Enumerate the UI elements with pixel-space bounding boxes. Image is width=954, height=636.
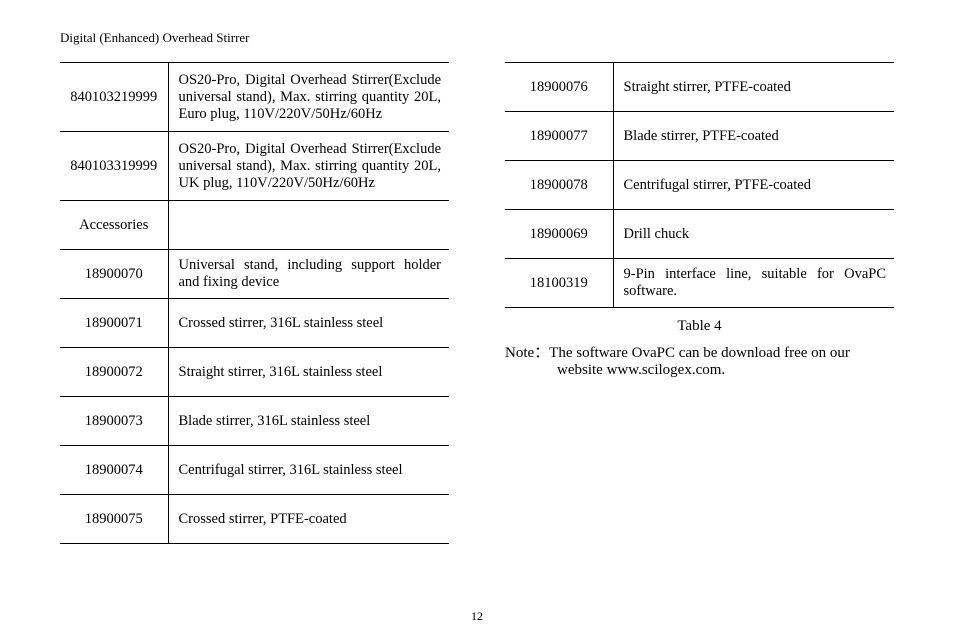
- note-line-2: website www.scilogex.com.: [505, 362, 894, 379]
- product-description: Centrifugal stirrer, 316L stainless stee…: [179, 446, 442, 494]
- table-row: 18900070Universal stand, including suppo…: [60, 250, 449, 299]
- product-code: 840103319999: [60, 132, 168, 200]
- left-column: 840103219999OS20-Pro, Digital Overhead S…: [60, 62, 449, 544]
- table-row: Accessories: [60, 201, 449, 250]
- product-code: 18900071: [60, 299, 168, 347]
- product-description: Blade stirrer, PTFE-coated: [624, 112, 887, 160]
- table-row: 840103319999OS20-Pro, Digital Overhead S…: [60, 132, 449, 201]
- right-column: 18900076Straight stirrer, PTFE-coated189…: [505, 62, 894, 544]
- table-row: 18900076Straight stirrer, PTFE-coated: [505, 63, 894, 112]
- table-row: 18900071Crossed stirrer, 316L stainless …: [60, 299, 449, 348]
- product-description: Blade stirrer, 316L stainless steel: [179, 397, 442, 445]
- product-description: Crossed stirrer, 316L stainless steel: [179, 299, 442, 347]
- table-row: 18900069Drill chuck: [505, 210, 894, 259]
- footnote: Note：The software OvaPC can be download …: [505, 341, 894, 379]
- product-description: Straight stirrer, 316L stainless steel: [179, 348, 442, 396]
- product-description: Crossed stirrer, PTFE-coated: [179, 495, 442, 543]
- product-description: Centrifugal stirrer, PTFE-coated: [624, 161, 887, 209]
- note-line-1: Note：The software OvaPC can be download …: [505, 345, 850, 361]
- content-columns: 840103219999OS20-Pro, Digital Overhead S…: [60, 62, 894, 544]
- product-code: 18900069: [505, 210, 613, 258]
- product-description: OS20-Pro, Digital Overhead Stirrer(Exclu…: [179, 63, 442, 131]
- table-row: 18900074Centrifugal stirrer, 316L stainl…: [60, 446, 449, 495]
- product-description: Straight stirrer, PTFE-coated: [624, 63, 887, 111]
- table-caption: Table 4: [505, 318, 894, 335]
- table-row: 18900075Crossed stirrer, PTFE-coated: [60, 495, 449, 544]
- product-code: 18900074: [60, 446, 168, 494]
- table-row: 18900077Blade stirrer, PTFE-coated: [505, 112, 894, 161]
- product-code: 18900073: [60, 397, 168, 445]
- products-table-right: 18900076Straight stirrer, PTFE-coated189…: [505, 62, 894, 308]
- product-description: OS20-Pro, Digital Overhead Stirrer(Exclu…: [179, 132, 442, 200]
- product-code: 18900076: [505, 63, 613, 111]
- product-code: 18900077: [505, 112, 613, 160]
- product-code: 18900070: [60, 250, 168, 298]
- product-description: Drill chuck: [624, 210, 887, 258]
- table-row: 18900072Straight stirrer, 316L stainless…: [60, 348, 449, 397]
- product-description: [179, 201, 442, 249]
- product-code: 840103219999: [60, 63, 168, 131]
- product-code: 18900075: [60, 495, 168, 543]
- product-code: 18900072: [60, 348, 168, 396]
- table-row: 840103219999OS20-Pro, Digital Overhead S…: [60, 63, 449, 132]
- products-table-left: 840103219999OS20-Pro, Digital Overhead S…: [60, 62, 449, 544]
- table-row: 181003199-Pin interface line, suitable f…: [505, 259, 894, 308]
- product-description: 9-Pin interface line, suitable for OvaPC…: [624, 259, 887, 307]
- product-code: 18900078: [505, 161, 613, 209]
- table-row: 18900078Centrifugal stirrer, PTFE-coated: [505, 161, 894, 210]
- product-description: Universal stand, including support holde…: [179, 250, 442, 298]
- product-code: 18100319: [505, 259, 613, 307]
- document-header: Digital (Enhanced) Overhead Stirrer: [60, 30, 894, 46]
- product-code: Accessories: [60, 201, 168, 249]
- table-row: 18900073Blade stirrer, 316L stainless st…: [60, 397, 449, 446]
- page-number: 12: [0, 609, 954, 624]
